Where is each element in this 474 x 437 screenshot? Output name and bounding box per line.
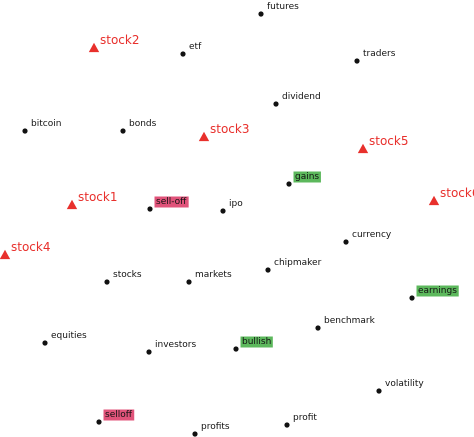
- highlight-box-gains: [293, 171, 321, 183]
- word-label-volatility: volatility: [385, 379, 424, 389]
- word-label-traders: traders: [363, 49, 396, 59]
- word-label-stocks: stocks: [113, 270, 142, 280]
- word-label-markets: markets: [195, 270, 232, 280]
- highlight-box-earnings: [416, 285, 459, 297]
- word-point-sell-off: [147, 206, 153, 212]
- word-point-bitcoin: [22, 128, 28, 134]
- stock-label-stock4: stock4: [11, 240, 50, 254]
- word-point-profit: [284, 422, 290, 428]
- highlight-box-sell-off: [154, 196, 189, 208]
- word-label-profit: profit: [293, 413, 317, 423]
- word-point-bullish: [233, 346, 239, 352]
- word-label-chipmaker: chipmaker: [274, 258, 322, 268]
- word-label-bitcoin: bitcoin: [31, 119, 61, 129]
- word-label-etf: etf: [189, 42, 202, 52]
- labels-layer: futures etf traders dividend bitcoin bonds gai…: [11, 2, 474, 432]
- stock-label-stock3: stock3: [210, 122, 249, 136]
- word-label-bonds: bonds: [129, 119, 157, 129]
- word-point-equities: [42, 340, 48, 346]
- word-point-earnings: [409, 295, 415, 301]
- word-label-profits: profits: [201, 422, 230, 432]
- stock-label-stock1: stock1: [78, 190, 117, 204]
- stock-marker-stock6: [428, 195, 440, 206]
- word-label-earnings: earnings: [418, 286, 457, 296]
- word-point-dividend: [273, 101, 279, 107]
- stock-label-stock2: stock2: [100, 33, 139, 47]
- word-point-markets: [186, 279, 192, 285]
- word-label-gains: gains: [295, 172, 319, 182]
- word-label-selloff: selloff: [105, 410, 133, 420]
- word-label-sell-off: sell-off: [156, 197, 187, 207]
- word-point-gains: [286, 181, 292, 187]
- word-point-currency: [343, 239, 349, 245]
- stock-label-stock5: stock5: [369, 134, 408, 148]
- stock-marker-stock5: [357, 143, 369, 154]
- points-layer: [0, 11, 440, 437]
- word-label-benchmark: benchmark: [324, 316, 376, 326]
- stock-marker-stock3: [198, 131, 210, 142]
- word-label-currency: currency: [352, 230, 392, 240]
- word-point-volatility: [376, 388, 382, 394]
- word-label-dividend: dividend: [282, 92, 321, 102]
- word-point-chipmaker: [265, 267, 271, 273]
- word-label-equities: equities: [51, 331, 87, 341]
- word-label-bullish: bullish: [242, 337, 271, 347]
- stock-label-stock6: stock6: [440, 186, 474, 200]
- word-label-futures: futures: [267, 2, 299, 12]
- word-point-bonds: [120, 128, 126, 134]
- highlight-box-selloff: [103, 409, 135, 421]
- word-point-traders: [354, 58, 360, 64]
- stock-marker-stock2: [88, 42, 100, 53]
- stock-marker-stock4: [0, 249, 11, 260]
- word-point-investors: [146, 349, 152, 355]
- word-label-ipo: ipo: [229, 199, 243, 209]
- word-point-etf: [180, 51, 186, 57]
- word-point-profits: [192, 431, 198, 437]
- word-point-selloff: [96, 419, 102, 425]
- word-point-stocks: [104, 279, 110, 285]
- highlight-box-bullish: [240, 336, 273, 348]
- word-label-investors: investors: [155, 340, 196, 350]
- word-point-benchmark: [315, 325, 321, 331]
- word-point-futures: [258, 11, 264, 17]
- word-point-ipo: [220, 208, 226, 214]
- stock-marker-stock1: [66, 199, 78, 210]
